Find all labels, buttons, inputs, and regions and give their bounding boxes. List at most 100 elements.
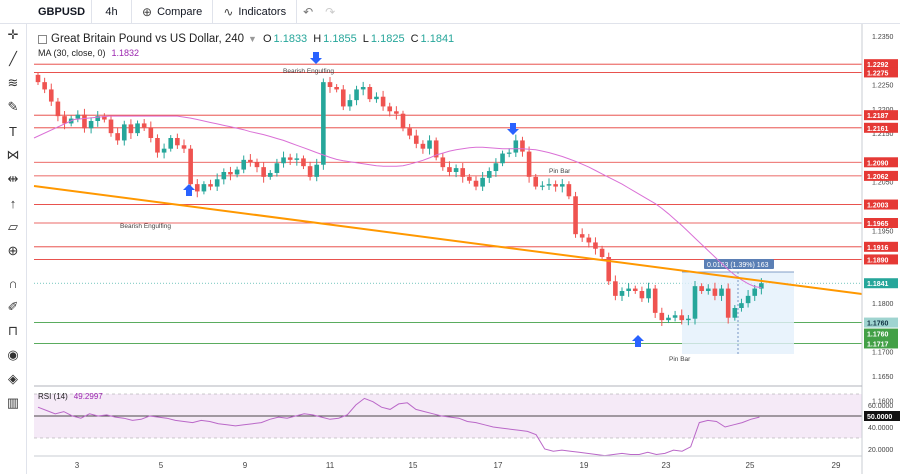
collapse-legend-icon[interactable]	[38, 34, 47, 44]
candle-body	[35, 74, 41, 83]
candle-body	[460, 168, 466, 177]
magnet-icon[interactable]: ∩	[8, 275, 18, 291]
text-icon[interactable]: T	[9, 123, 17, 139]
pattern-icon[interactable]: ⋈	[6, 147, 20, 162]
x-tick-label: 15	[409, 461, 418, 470]
candle-body	[506, 152, 512, 154]
candle-body	[121, 124, 127, 141]
candle-body	[248, 159, 253, 163]
price-label: 1.2187	[867, 113, 889, 120]
y-tick-label: 1.2350	[872, 34, 894, 41]
fib-icon[interactable]: ≋	[7, 75, 19, 90]
price-label: 1.1760	[867, 332, 889, 339]
brush-icon[interactable]: ✎	[7, 99, 19, 114]
candle-body	[659, 312, 665, 321]
rsi-legend[interactable]: RSI (14) 49.2997	[38, 392, 103, 401]
price-label-bg	[864, 157, 898, 168]
candle-body	[62, 116, 67, 124]
x-tick-label: 3	[75, 461, 80, 470]
candle-body	[473, 180, 479, 187]
ma-label: MA (30, close, 0)	[38, 48, 106, 58]
candle-body	[427, 140, 432, 149]
candle-body	[188, 148, 193, 185]
close-value: 1.1841	[420, 33, 455, 45]
legend-title: Great Britain Pound vs US Dollar, 240	[51, 33, 245, 45]
price-label: 1.2090	[867, 160, 889, 167]
candle-body	[632, 288, 638, 291]
price-label-bg	[864, 278, 898, 289]
rsi-tick-label: 20.0000	[868, 447, 893, 454]
trend-line-icon[interactable]: ╱	[9, 51, 17, 66]
candle-body	[413, 135, 419, 144]
candle-body	[520, 140, 525, 152]
candle-body	[533, 176, 539, 187]
candle-body	[254, 162, 260, 168]
candle-body	[168, 138, 174, 149]
compare-button[interactable]: ⊕ Compare	[132, 0, 214, 24]
price-label-bg	[864, 328, 898, 339]
unlock-icon[interactable]: ⊓	[7, 323, 19, 338]
layers-icon[interactable]: ◈	[8, 371, 18, 386]
candle-body	[314, 164, 320, 177]
y-tick-label: 1.2250	[872, 83, 894, 90]
candle-body	[394, 111, 399, 114]
candle-body	[148, 127, 154, 138]
compare-label: Compare	[157, 5, 203, 18]
candle-body	[666, 317, 671, 321]
lock-draw-icon[interactable]: ✐	[7, 299, 19, 314]
candle-body	[367, 87, 373, 100]
candle-body	[579, 234, 585, 238]
indicators-button[interactable]: ∿ Indicators	[213, 0, 298, 24]
eye-icon[interactable]: ◉	[7, 347, 19, 362]
y-tick-label: 1.2050	[872, 180, 894, 187]
interval-label: 4h	[105, 5, 118, 18]
low-value: 1.1825	[370, 33, 405, 45]
price-label-bg	[864, 241, 898, 252]
candle-body	[400, 113, 406, 129]
candle-body	[407, 128, 412, 136]
symbol-search-button[interactable]: GBPUSD	[0, 0, 92, 24]
signal-arrow-icon	[507, 123, 519, 135]
candle-body	[155, 138, 160, 153]
candle-body	[261, 167, 266, 177]
candle-body	[327, 82, 333, 87]
candle-body	[307, 166, 313, 177]
ma-value: 1.1832	[111, 48, 140, 58]
candle-body	[712, 288, 718, 296]
candle-body	[613, 281, 618, 296]
x-tick-label: 25	[746, 461, 755, 470]
price-label: 1.2062	[867, 174, 889, 181]
candle-body	[692, 286, 698, 319]
high-label: H	[313, 33, 322, 45]
y-tick-label: 1.1650	[872, 374, 894, 381]
arrow-icon[interactable]: ↑	[9, 195, 17, 211]
redo-icon[interactable]: ↷	[325, 4, 336, 19]
zoom-icon[interactable]: ⊕	[7, 243, 19, 258]
candle-body	[102, 116, 107, 120]
chevron-down-icon[interactable]: ▼	[248, 34, 257, 44]
candle-body	[95, 116, 101, 121]
candle-body	[739, 303, 744, 308]
price-label-bg	[864, 254, 898, 265]
x-tick-label: 19	[580, 461, 589, 470]
candle-body	[340, 89, 346, 107]
candle-body	[228, 172, 233, 175]
interval-button[interactable]: 4h	[92, 0, 132, 24]
candle-body	[646, 288, 651, 299]
candle-body	[241, 159, 247, 170]
undo-icon[interactable]: ↶	[303, 4, 314, 19]
candle-body	[546, 184, 552, 186]
ruler-icon[interactable]: ▱	[8, 219, 18, 234]
x-tick-label: 23	[662, 461, 671, 470]
drawing-toolbar: ✛ ╱ ≋ ✎ T ⋈ ⇹ ↑ ▱ ⊕ ∩ ✐ ⊓ ◉ ◈ ▥	[0, 24, 27, 474]
candle-body	[619, 291, 625, 296]
trash-icon[interactable]: ▥	[6, 395, 20, 410]
annotation-pin-bar: Pin Bar	[669, 356, 691, 363]
annotation-bearish-engulfing: Bearish Engulfing	[283, 68, 334, 75]
candle-body	[267, 172, 273, 177]
top-toolbar: GBPUSD 4h ⊕ Compare ∿ Indicators ↶ ↷	[0, 0, 900, 24]
measure-icon[interactable]: ⇹	[7, 171, 19, 186]
crosshair-icon[interactable]: ✛	[7, 27, 19, 42]
ma-legend[interactable]: MA (30, close, 0) 1.1832	[38, 48, 139, 58]
